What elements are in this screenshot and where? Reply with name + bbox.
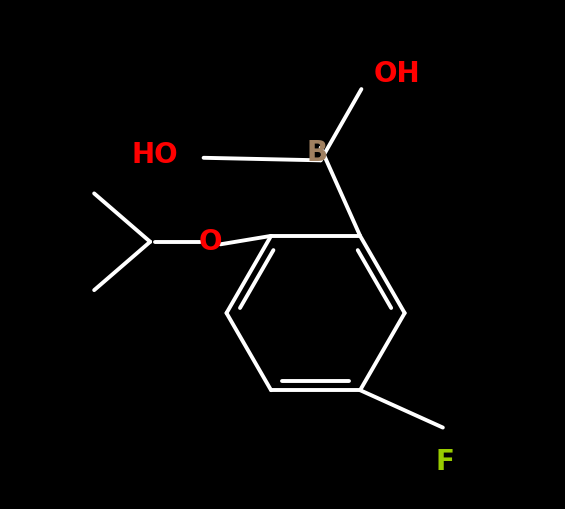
Text: HO: HO (132, 141, 178, 169)
Text: B: B (307, 138, 328, 167)
Text: OH: OH (374, 60, 421, 88)
Text: F: F (436, 448, 455, 476)
Text: O: O (198, 228, 222, 256)
